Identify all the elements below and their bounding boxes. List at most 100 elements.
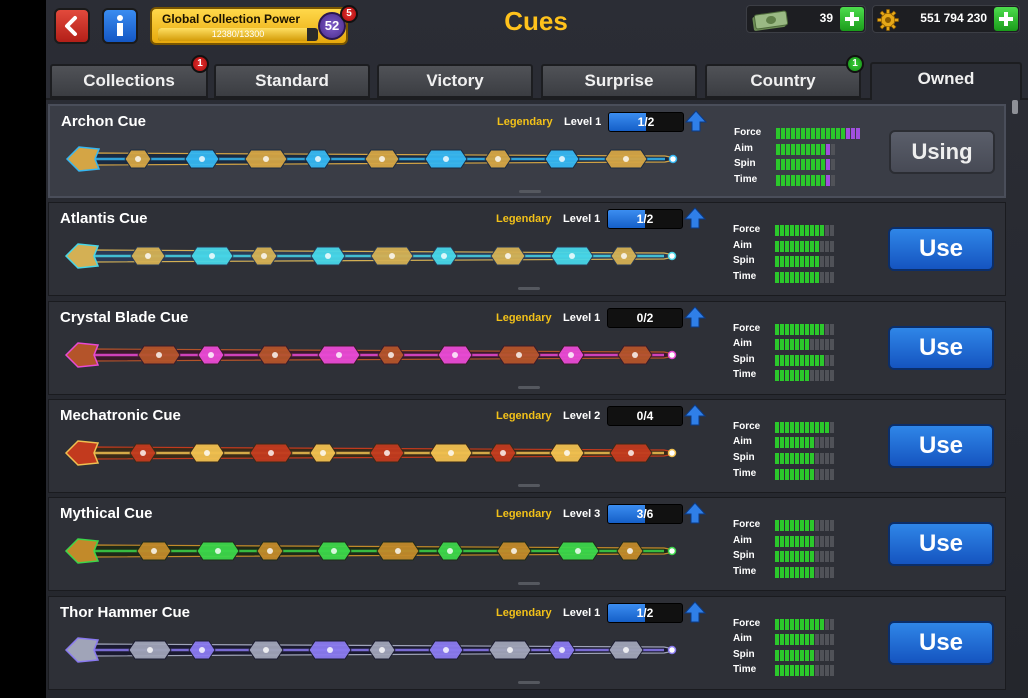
cue-gem <box>507 646 513 653</box>
stat-segment <box>786 128 790 139</box>
stat-segment <box>781 159 785 171</box>
stat-segment <box>806 159 810 171</box>
add-coins-button[interactable] <box>994 7 1018 31</box>
tab-surprise[interactable]: Surprise <box>541 64 697 98</box>
stat-segment <box>830 634 834 646</box>
stat-segment <box>830 665 834 677</box>
stat-segment <box>780 272 784 284</box>
back-button[interactable] <box>54 8 90 44</box>
scrollbar[interactable] <box>1012 100 1018 114</box>
stat-segment <box>815 566 819 578</box>
use-button[interactable]: Use <box>888 423 994 468</box>
stat-segment <box>806 128 810 139</box>
cue-gem <box>325 253 331 260</box>
cue-row[interactable]: Thor Hammer Cue Legendary Level 1 1/2 Force A… <box>48 595 1006 690</box>
stat-segment <box>786 159 790 171</box>
stat-segment <box>790 225 794 237</box>
row-handle <box>518 582 540 586</box>
cue-gem <box>441 253 447 260</box>
stat-segment <box>820 370 824 382</box>
stat-segment <box>790 468 794 480</box>
stat-segment <box>800 535 804 547</box>
upgrade-arrow-icon[interactable] <box>683 501 707 525</box>
cue-row[interactable]: Atlantis Cue Legendary Level 1 1/2 Force Aim S… <box>48 202 1006 297</box>
use-button[interactable]: Use <box>888 522 994 567</box>
stat-segment <box>795 634 799 646</box>
stat-segment <box>785 272 789 284</box>
using-button[interactable]: Using <box>889 130 995 174</box>
stat-segment <box>775 339 779 351</box>
stat-segment <box>830 551 834 563</box>
stat-segment <box>820 468 824 480</box>
stat-segment <box>795 566 799 578</box>
cue-gem <box>135 156 141 162</box>
stat-segment <box>780 520 784 532</box>
stat-spin-bar <box>775 256 834 268</box>
stat-label: Time <box>733 271 757 283</box>
upgrade-arrow-icon[interactable] <box>683 206 707 230</box>
stat-segment <box>820 421 824 433</box>
use-button[interactable]: Use <box>888 325 994 370</box>
cue-image <box>64 538 677 564</box>
stat-segment <box>775 634 779 646</box>
stat-segment <box>775 323 779 335</box>
stat-segment <box>790 256 794 268</box>
cue-gem <box>448 449 454 456</box>
global-collection-power[interactable]: Global Collection Power 12380/13300 52 <box>150 7 348 45</box>
stat-segment <box>821 159 825 171</box>
stat-segment <box>815 520 819 532</box>
tab-divider <box>46 98 1028 100</box>
use-button[interactable]: Use <box>888 227 994 272</box>
tab-collections[interactable]: Collections <box>50 64 208 98</box>
stat-label: Time <box>733 664 757 676</box>
stat-spin-bar <box>775 649 834 661</box>
cue-gem <box>204 449 210 456</box>
tab-owned[interactable]: Owned <box>870 62 1022 100</box>
cue-row[interactable]: Archon Cue Legendary Level 1 1/2 Force Aim Spi… <box>48 104 1006 198</box>
info-button[interactable] <box>102 8 138 44</box>
cue-gem <box>564 449 570 456</box>
stat-segment <box>800 453 804 465</box>
stat-segment <box>785 437 789 449</box>
stat-segment <box>781 174 785 186</box>
stat-segment <box>810 354 814 366</box>
cue-gem <box>505 253 511 260</box>
add-cash-button[interactable] <box>840 7 864 31</box>
stat-segment <box>780 649 784 661</box>
tab-country[interactable]: Country <box>705 64 861 98</box>
use-button[interactable]: Use <box>888 620 994 665</box>
stat-segment <box>825 453 829 465</box>
stat-segment <box>810 339 814 351</box>
stat-segment <box>795 535 799 547</box>
stat-spin-bar <box>775 453 834 465</box>
cue-row[interactable]: Mythical Cue Legendary Level 3 3/6 Force Aim S… <box>48 497 1006 592</box>
upgrade-arrow-icon[interactable] <box>684 109 708 133</box>
stat-segment <box>830 535 834 547</box>
stat-segment <box>785 618 789 630</box>
tab-standard[interactable]: Standard <box>214 64 370 98</box>
stat-segment <box>841 128 845 139</box>
stat-segment <box>775 370 779 382</box>
cue-gem <box>379 646 385 653</box>
stat-label: Force <box>733 322 761 334</box>
stat-segment <box>830 520 834 532</box>
stat-segment <box>780 339 784 351</box>
upgrade-arrow-icon[interactable] <box>683 305 707 329</box>
stat-segment <box>821 128 825 139</box>
stat-segment <box>805 339 809 351</box>
stat-segment <box>775 272 779 284</box>
cue-gem <box>388 351 394 358</box>
upgrade-arrow-icon[interactable] <box>683 600 707 624</box>
cue-list[interactable]: Archon Cue Legendary Level 1 1/2 Force Aim Spi… <box>48 104 1006 698</box>
stat-label: Force <box>733 617 761 629</box>
cue-row[interactable]: Crystal Blade Cue Legendary Level 1 0/2 Forc… <box>48 300 1006 395</box>
tab-victory[interactable]: Victory <box>377 64 533 98</box>
stat-segment <box>795 437 799 449</box>
upgrade-progress-fill <box>608 210 645 229</box>
stat-segment <box>795 256 799 268</box>
stat-segment <box>805 437 809 449</box>
upgrade-arrow-icon[interactable] <box>683 403 707 427</box>
stat-segment <box>811 128 815 139</box>
cue-row[interactable]: Mechatronic Cue Legendary Level 2 0/4 Force A… <box>48 398 1006 493</box>
stat-segment <box>780 240 784 252</box>
